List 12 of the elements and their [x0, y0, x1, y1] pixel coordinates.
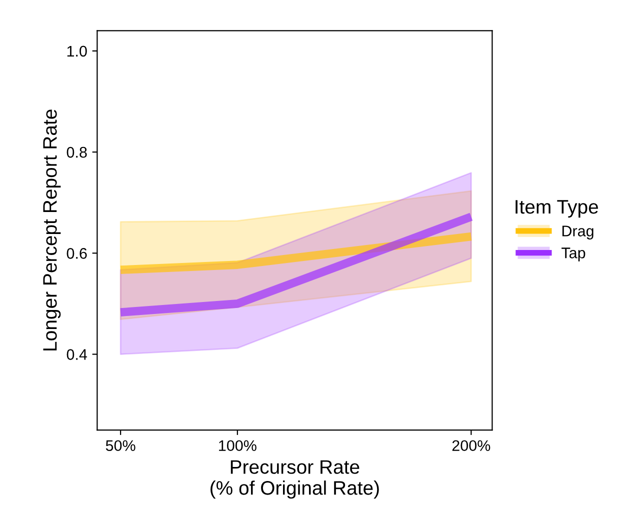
legend-label: Drag	[562, 226, 594, 240]
x-tick-label: 200%	[452, 440, 490, 452]
x-tick-label: 100%	[219, 440, 256, 452]
x-tick-label: 50%	[106, 440, 136, 452]
legend-label: Tap	[562, 248, 586, 262]
legend-title: Item Type	[516, 200, 598, 218]
y-tick-label: 0.8	[66, 146, 87, 158]
y-tick-label: 1.0	[67, 46, 87, 57]
y-tick-label: 0.4	[66, 349, 88, 360]
x-axis-title: Precursor Rate (% of Original Rate)	[210, 460, 379, 499]
y-axis-title: Longer Percept Report Rate	[43, 110, 61, 350]
y-tick-label: 0.6	[66, 248, 87, 259]
